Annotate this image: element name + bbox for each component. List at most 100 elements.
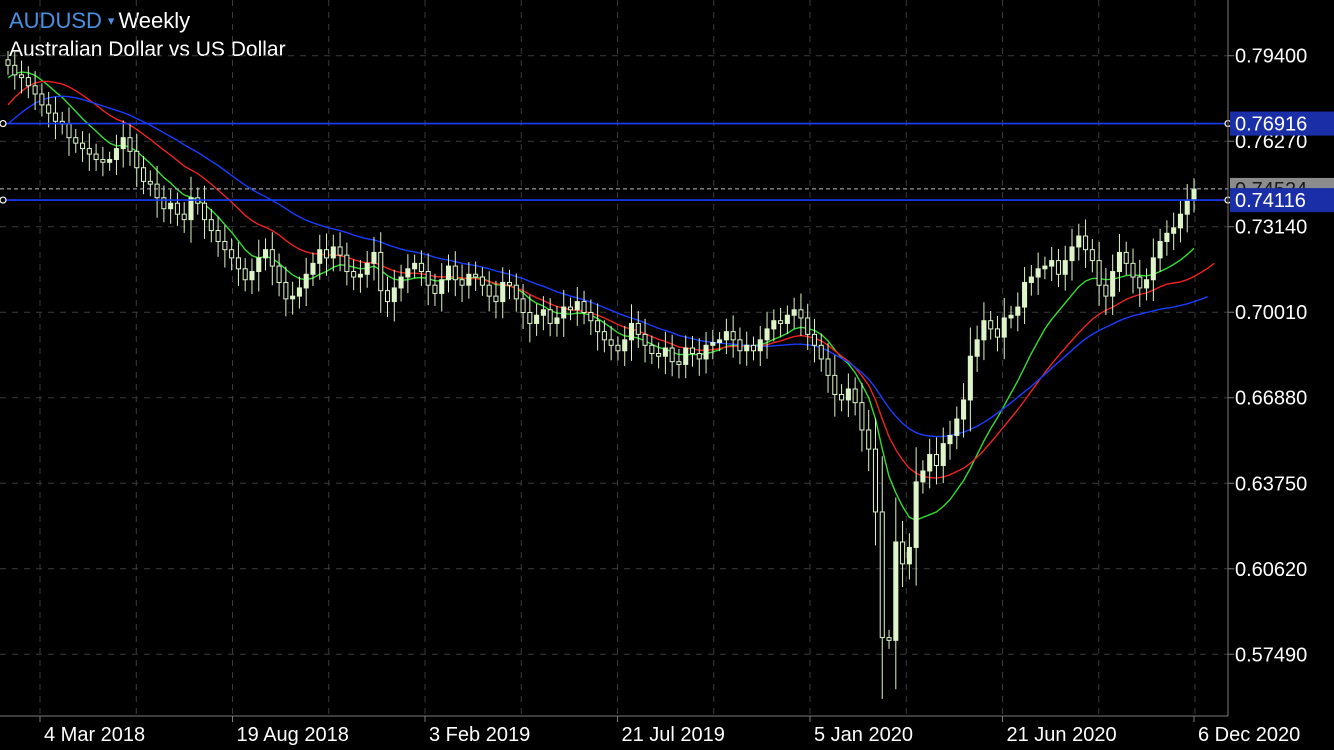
candle-body [913,481,919,548]
candle-body [872,448,879,513]
candle-body [1001,317,1007,338]
candle [127,124,133,166]
candle [988,311,994,340]
candle-body [296,287,302,297]
candlesticks [5,51,1197,699]
candle [574,286,580,326]
candle [73,128,79,153]
price-axis[interactable]: 0.79400 0.76270 0.73140 0.70010 0.66880 0.637… [1228,46,1334,667]
candle [669,334,675,377]
candle [900,520,906,587]
candle-body [900,541,906,565]
candle-body [1137,276,1143,289]
candle [527,295,533,343]
candle-body [974,339,980,357]
line-anchor-handle[interactable] [0,196,7,204]
candle-body [513,284,519,300]
candle-body [330,246,336,259]
candle [540,296,546,331]
time-tick-label: 3 Feb 2019 [429,724,530,746]
candle-body [649,344,655,354]
candle-body [141,167,147,182]
candle-body [80,142,86,150]
candle-body [1177,213,1183,229]
candle [12,51,18,90]
horizontal-line-price-tag[interactable] [1230,188,1334,213]
candle [1096,241,1102,306]
candle-body [730,331,736,341]
horizontal-line-price-tag[interactable] [1230,111,1334,136]
candle [398,264,404,302]
candle [961,383,967,438]
candle [452,251,458,297]
candle-body [337,246,343,256]
candle [676,348,682,379]
symbol-selector[interactable]: AUDUSD [9,8,102,33]
candle-body [473,273,479,278]
candle-body [432,284,438,294]
candle [1164,220,1170,256]
candle [1055,249,1061,288]
candle [323,233,330,276]
candle [1008,305,1014,329]
candle [866,409,872,472]
candle [730,315,736,358]
candle-body [954,418,960,436]
price-tick-label: 0.76270 [1235,131,1307,153]
candle [710,329,716,360]
candle [567,297,574,321]
line-anchor-handle[interactable] [0,119,7,128]
chevron-down-icon[interactable]: ▾ [107,13,115,28]
candle [906,533,912,580]
candle-body [1130,262,1136,278]
candle-body [764,328,770,341]
candle [330,234,336,272]
candle [642,318,648,363]
candle [208,208,214,243]
candle-body [364,262,370,275]
candle-body [5,59,11,66]
candle-body [1171,227,1177,234]
candle-body [988,320,994,330]
candle [283,266,289,317]
candle-body [66,123,72,139]
candle [913,447,919,586]
candle [534,303,540,336]
candle [974,325,980,372]
candle [256,239,262,292]
candle-body [1096,260,1102,286]
candle [1144,268,1150,301]
candle [689,336,696,367]
candle-body [561,306,567,319]
candle [1028,264,1034,296]
candle [1069,228,1075,281]
candle-body [947,434,953,445]
candle [662,331,668,375]
candle-body [52,112,58,122]
candle-body [262,249,269,259]
candle [113,134,119,175]
candle-body [554,317,560,324]
candle-body [1028,276,1034,283]
candle-body [317,249,323,264]
moving-average-line [7,80,1215,479]
candle-body [323,249,330,259]
candle [1083,219,1089,268]
candle-body [642,333,648,346]
candle [635,311,641,348]
candle-body [25,77,31,87]
candle [405,254,411,294]
timeframe-label[interactable]: Weekly [118,8,191,33]
candle-body [100,159,106,163]
candle-body [93,153,99,161]
candle [839,384,845,412]
candle [1015,292,1021,332]
candle-body [174,202,180,215]
horizontal-lines[interactable] [0,119,1232,204]
candle-body [493,295,499,303]
candle [608,326,614,361]
time-axis[interactable]: 4 Mar 2018 19 Aug 2018 3 Feb 2019 21 Jul 20… [39,716,1300,746]
candle-body [818,344,824,360]
candle [1001,297,1007,360]
